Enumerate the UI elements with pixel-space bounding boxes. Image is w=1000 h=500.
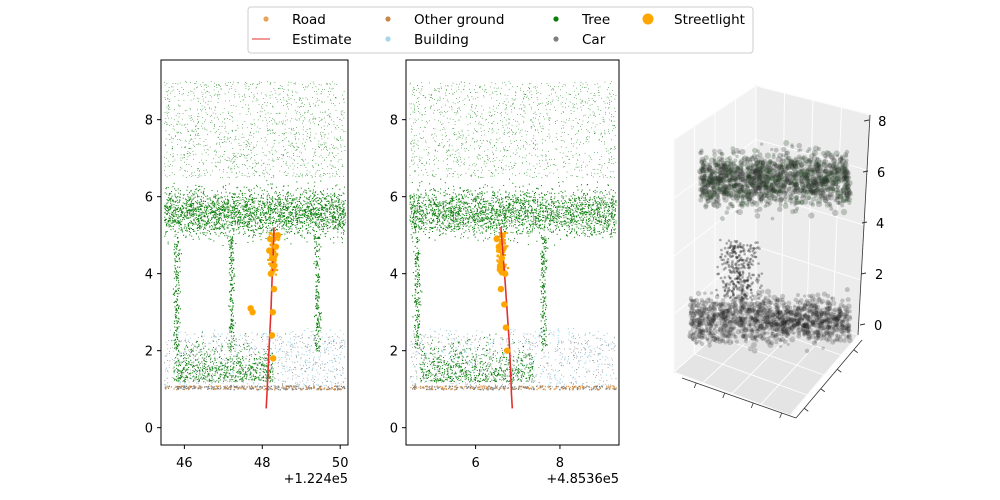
- y-tick-label-0-4: 8: [145, 114, 153, 129]
- z-tick-label-0: 0: [874, 319, 882, 334]
- z-tick-label-3: 6: [877, 166, 885, 181]
- streetlight-point-0-0: [266, 235, 274, 243]
- point-cloud-1: [164, 81, 346, 391]
- z-tick-0: [859, 323, 866, 326]
- legend-label-5: Car: [582, 32, 606, 48]
- streetlight-point-0-3: [270, 262, 278, 270]
- y-tick-label-0-1: 2: [145, 345, 153, 360]
- z-tick-label-2: 4: [876, 217, 884, 232]
- streetlight-point-0-2: [268, 255, 276, 262]
- y-tick-label-0-2: 4: [145, 268, 153, 283]
- panel-side-y: 6 8 0 2 4 6 8 +4.8536e5: [390, 59, 620, 487]
- z-axis-line: [857, 114, 871, 336]
- z-tick-2: [861, 221, 868, 224]
- streetlight-point-0-10: [269, 308, 277, 316]
- streetlight-point-0-6: [267, 270, 275, 277]
- y-tick-label-1-0: 0: [390, 422, 398, 437]
- x-tick-label-1-0: 6: [471, 456, 479, 471]
- legend-label-6: Streetlight: [674, 12, 745, 28]
- streetlight-point-1-7: [502, 324, 510, 331]
- x-tick-label-0-0: 46: [176, 456, 193, 471]
- axes-frame-2: [405, 59, 620, 446]
- grid-3d: [673, 85, 871, 416]
- streetlight-point-0-4: [266, 247, 273, 254]
- y-tick-label-0-3: 6: [145, 191, 153, 206]
- legend-marker-6: [642, 13, 654, 25]
- streetlight-point-1-3: [496, 262, 504, 270]
- streetlight-point-0-8: [249, 308, 256, 316]
- z-tick-1: [860, 272, 867, 275]
- legend-marker-4: [553, 16, 559, 22]
- legend-label-1: Estimate: [292, 32, 352, 48]
- legend-label-3: Building: [414, 32, 469, 48]
- streetlight-point-0-1: [272, 243, 280, 250]
- legend-frame: [247, 6, 754, 54]
- x-axis-line-3d: [681, 377, 797, 419]
- panel-3d: 0 2 4 6 8: [673, 85, 886, 419]
- streetlight-point-1-4: [501, 270, 509, 277]
- axes-frame-1: [160, 59, 349, 446]
- legend-marker-0: [263, 16, 269, 22]
- z-tick-4: [863, 119, 870, 122]
- y-axis-line-3d: [795, 339, 863, 419]
- legend-label-2: Other ground: [414, 12, 504, 28]
- streetlight-point-1-6: [501, 301, 508, 308]
- legend-marker-2: [385, 16, 391, 22]
- streetlight-point-1-2: [498, 255, 505, 262]
- legend-marker-5: [553, 36, 559, 42]
- streetlight-point-1-0: [493, 235, 500, 243]
- z-tick-label-1: 2: [875, 268, 883, 283]
- x-tick-label-0-2: 50: [332, 456, 349, 471]
- legend-marker-3: [385, 36, 391, 42]
- streetlight-point-0-11: [268, 332, 276, 339]
- y-tick-label-1-4: 8: [390, 114, 398, 129]
- point-cloud-2: [409, 81, 617, 391]
- streetlight-point-1-5: [497, 285, 505, 293]
- point-cloud-3d: [687, 139, 854, 354]
- z-tick-label-4: 8: [878, 115, 886, 130]
- legend-label-0: Road: [292, 12, 326, 28]
- x-tick-label-1-1: 8: [556, 456, 564, 471]
- y-tick-label-1-3: 6: [390, 191, 398, 206]
- x-tick-label-0-1: 48: [254, 456, 271, 471]
- legend-label-4: Tree: [581, 12, 610, 28]
- y-tick-label-1-1: 2: [390, 345, 398, 360]
- streetlight-point-0-12: [270, 355, 277, 362]
- streetlight-point-1-1: [495, 243, 502, 250]
- y-tick-label-1-2: 4: [390, 268, 398, 283]
- streetlight-point-0-9: [270, 285, 278, 293]
- streetlight-point-1-8: [504, 347, 511, 354]
- streetlight-point-0-5: [274, 231, 282, 239]
- legend: Road Estimate Other ground Building Tree Car S…: [247, 6, 754, 54]
- x-offset-text-1: +1.224e5: [284, 472, 348, 487]
- y-tick-label-0-0: 0: [145, 422, 153, 437]
- z-tick-3: [862, 170, 869, 173]
- x-offset-text-2: +4.8536e5: [546, 472, 619, 487]
- plot-area-1: [161, 60, 348, 445]
